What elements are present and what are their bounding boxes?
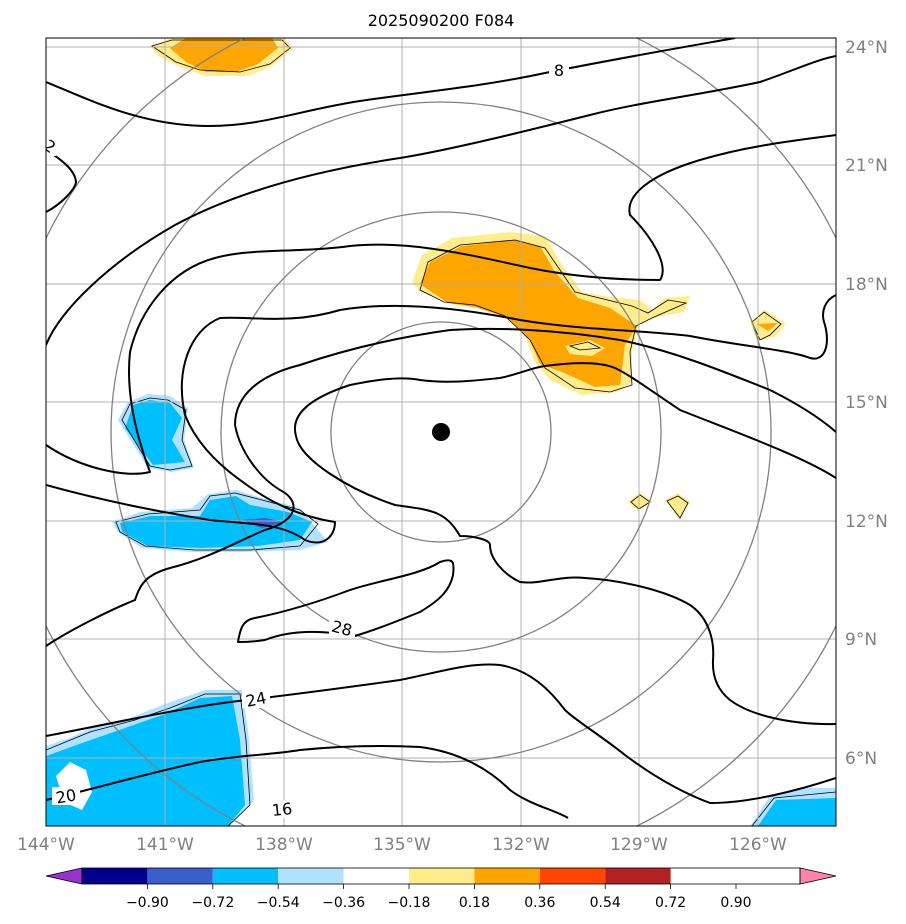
lon-label: 132°W	[492, 835, 550, 855]
colorbar-segment	[474, 868, 540, 884]
lat-label: 21°N	[845, 156, 888, 176]
map-area: 8 2 28 24 20 16	[46, 38, 836, 826]
colorbar-segment	[278, 868, 344, 884]
storm-center-dot	[432, 423, 450, 441]
lon-label: 135°W	[373, 835, 431, 855]
range-rings	[46, 38, 836, 826]
contour-label-8: 8	[554, 61, 564, 80]
colorbar-tick-label: −0.72	[191, 895, 234, 911]
cold-anomaly-west	[118, 394, 194, 472]
lon-label: 141°W	[136, 835, 194, 855]
colorbar-segment	[539, 868, 606, 884]
lat-label: 24°N	[845, 38, 888, 58]
lon-label: 138°W	[255, 835, 313, 855]
warm-anomaly-east	[628, 310, 786, 520]
lon-label: 126°W	[729, 835, 787, 855]
contour-label-16: 16	[271, 799, 293, 820]
lat-label: 12°N	[845, 512, 888, 532]
colorbar-extend-high	[799, 867, 837, 885]
colorbar-segment	[82, 868, 148, 884]
map-frame	[45, 37, 837, 827]
lat-label: 6°N	[845, 749, 877, 769]
lon-label: 129°W	[610, 835, 668, 855]
lat-label: 15°N	[845, 393, 888, 413]
lon-label: 144°W	[17, 835, 75, 855]
longitude-labels: 144°W 141°W 138°W 135°W 132°W 129°W 126°…	[17, 835, 787, 855]
colorbar-tick-label: −0.36	[322, 895, 365, 911]
contour-lines	[46, 38, 836, 819]
colorbar-segment	[343, 868, 409, 884]
colorbar-tick-label: −0.18	[388, 895, 431, 911]
colorbar-extend-low	[45, 867, 83, 885]
colorbar-segment	[147, 868, 213, 884]
colorbar-segment	[212, 868, 279, 884]
colorbar: −0.90 −0.72 −0.54 −0.36 −0.18 0.18 0.36 …	[45, 867, 837, 911]
lat-label: 18°N	[845, 275, 888, 295]
latitude-labels: 24°N 21°N 18°N 15°N 12°N 9°N 6°N	[845, 38, 888, 769]
colorbar-tick-label: 0.36	[524, 895, 555, 911]
colorbar-segment	[409, 868, 475, 884]
contour-label-group: 8 2 28 24 20 16	[46, 61, 569, 820]
colorbar-tick-label: −0.54	[257, 895, 300, 911]
colorbar-tick-label: 0.18	[459, 895, 490, 911]
colorbar-tick-label: 0.72	[655, 895, 686, 911]
figure-title: 2025090200 F084	[368, 11, 515, 30]
anomaly-outlines	[46, 39, 836, 826]
colorbar-segment	[605, 868, 671, 884]
contour-label-28: 28	[330, 617, 355, 641]
lat-label: 9°N	[845, 630, 877, 650]
contour-label-24: 24	[244, 688, 268, 711]
colorbar-tick-label: −0.90	[126, 895, 169, 911]
warm-anomaly-center	[412, 232, 690, 395]
colorbar-tick-label: 0.54	[590, 895, 621, 911]
colorbar-tick-label: 0.90	[720, 895, 751, 911]
contour-label-20: 20	[54, 785, 77, 807]
